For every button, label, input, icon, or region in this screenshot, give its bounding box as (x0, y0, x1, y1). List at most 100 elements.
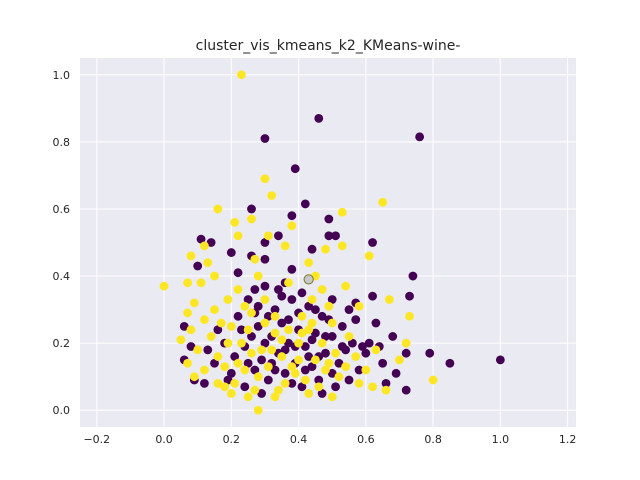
scatter-point-cluster-1 (297, 328, 307, 338)
scatter-point-cluster-1 (327, 392, 337, 402)
scatter-point-cluster-1 (428, 375, 438, 385)
scatter-point-cluster-1 (284, 325, 293, 335)
scatter-point-cluster-1 (263, 362, 273, 372)
scatter-point-cluster-1 (341, 362, 351, 372)
scatter-point-cluster-1 (250, 254, 260, 264)
scatter-point-cluster-1 (300, 375, 310, 385)
scatter-point-cluster-1 (247, 308, 256, 318)
data-points (159, 70, 505, 415)
scatter-point-cluster-0 (210, 358, 219, 368)
scatter-point-cluster-0 (354, 365, 364, 375)
x-axis-tick-labels: −0.2 0.0 0.2 0.4 0.6 0.8 1.0 1.2 (83, 433, 576, 446)
scatter-point-cluster-1 (361, 365, 371, 375)
scatter-point-cluster-0 (226, 368, 236, 378)
scatter-point-cluster-0 (233, 311, 243, 321)
scatter-point-cluster-1 (226, 321, 236, 331)
scatter-point-cluster-1 (200, 365, 209, 375)
scatter-point-cluster-1 (200, 315, 209, 325)
scatter-point-cluster-0 (274, 285, 283, 294)
scatter-point-cluster-1 (307, 295, 317, 304)
scatter-point-cluster-1 (213, 352, 223, 361)
scatter-point-cluster-1 (317, 285, 327, 294)
scatter-point-cluster-1 (378, 197, 388, 207)
scatter-point-cluster-1 (344, 332, 354, 341)
scatter-point-cluster-1 (159, 281, 169, 291)
scatter-point-cluster-1 (240, 301, 250, 311)
scatter-point-cluster-0 (381, 378, 391, 388)
scatter-point-cluster-0 (233, 268, 243, 278)
grid-lines (80, 58, 576, 427)
scatter-point-cluster-0 (223, 375, 233, 385)
scatter-point-cluster-0 (270, 365, 280, 375)
scatter-point-cluster-1 (314, 382, 324, 392)
scatter-point-cluster-0 (388, 332, 398, 341)
scatter-point-cluster-1 (250, 385, 260, 395)
scatter-point-cluster-0 (321, 348, 330, 358)
scatter-point-cluster-0 (280, 345, 290, 355)
scatter-point-cluster-0 (226, 248, 236, 257)
scatter-point-cluster-0 (334, 358, 344, 368)
scatter-point-cluster-1 (247, 348, 256, 358)
scatter-point-cluster-1 (237, 338, 246, 348)
scatter-point-cluster-1 (220, 382, 229, 392)
scatter-point-cluster-0 (324, 214, 334, 224)
scatter-point-cluster-1 (183, 308, 193, 318)
scatter-point-cluster-0 (310, 305, 320, 314)
scatter-point-cluster-1 (287, 221, 297, 231)
scatter-point-cluster-0 (368, 238, 377, 247)
scatter-point-cluster-1 (260, 174, 270, 184)
scatter-point-cluster-0 (337, 342, 347, 351)
scatter-point-cluster-0 (260, 254, 270, 264)
scatter-point-cluster-0 (300, 342, 310, 351)
scatter-point-cluster-1 (351, 352, 361, 361)
scatter-point-cluster-1 (189, 372, 199, 382)
scatter-point-cluster-0 (243, 295, 253, 304)
scatter-point-cluster-0 (304, 301, 314, 311)
scatter-point-cluster-1 (327, 318, 337, 328)
scatter-point-cluster-0 (253, 301, 263, 311)
scatter-point-cluster-0 (179, 321, 189, 331)
scatter-point-cluster-1 (220, 362, 229, 372)
scatter-point-cluster-0 (230, 352, 240, 361)
scatter-point-cluster-0 (284, 338, 293, 348)
scatter-point-cluster-0 (405, 291, 414, 301)
scatter-point-cluster-1 (263, 231, 273, 241)
scatter-point-cluster-0 (331, 382, 340, 392)
scatter-point-cluster-0 (277, 318, 287, 328)
scatter-point-cluster-1 (337, 241, 347, 251)
x-tick-label: 0.6 (357, 433, 375, 446)
scatter-point-cluster-1 (216, 318, 226, 328)
y-tick-label: 0.4 (53, 270, 71, 283)
y-axis-tick-labels: 0.0 0.2 0.4 0.6 0.8 1.0 (53, 69, 71, 417)
scatter-point-cluster-1 (284, 278, 293, 288)
scatter-point-cluster-1 (270, 392, 280, 402)
scatter-point-cluster-0 (186, 342, 196, 351)
scatter-point-cluster-1 (213, 204, 223, 214)
scatter-point-cluster-1 (193, 345, 203, 355)
scatter-point-cluster-0 (260, 134, 270, 143)
scatter-point-cluster-0 (240, 382, 250, 392)
x-tick-label: 0.2 (223, 433, 241, 446)
scatter-point-cluster-0 (317, 389, 327, 398)
scatter-point-cluster-1 (395, 355, 404, 365)
scatter-point-cluster-1 (233, 358, 243, 368)
scatter-point-cluster-0 (196, 234, 206, 244)
scatter-point-cluster-1 (371, 345, 381, 355)
scatter-point-cluster-0 (247, 332, 256, 341)
scatter-point-cluster-0 (287, 211, 297, 221)
scatter-point-cluster-1 (354, 301, 364, 311)
scatter-point-cluster-0 (307, 362, 317, 372)
scatter-point-cluster-0 (378, 358, 388, 368)
scatter-point-cluster-1 (213, 378, 223, 388)
scatter-point-cluster-1 (186, 325, 196, 335)
scatter-point-cluster-1 (210, 271, 219, 281)
scatter-point-cluster-0 (260, 281, 270, 291)
scatter-point-cluster-0 (327, 332, 337, 341)
scatter-point-cluster-0 (287, 264, 297, 274)
scatter-point-cluster-0 (327, 368, 337, 378)
highlighted-point (303, 274, 314, 285)
scatter-point-cluster-0 (297, 288, 307, 298)
scatter-point-cluster-1 (368, 382, 377, 392)
scatter-point-cluster-1 (297, 311, 307, 321)
scatter-point-cluster-0 (260, 238, 270, 247)
